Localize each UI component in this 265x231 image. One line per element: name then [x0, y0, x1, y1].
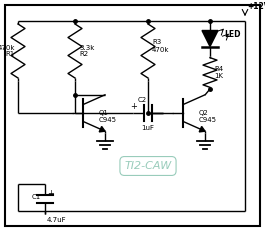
Text: C1: C1 — [32, 194, 41, 200]
Text: 1uF: 1uF — [142, 125, 154, 131]
Text: R3
470k: R3 470k — [152, 40, 170, 52]
Polygon shape — [99, 126, 105, 132]
Text: +12V: +12V — [247, 2, 265, 11]
Text: Q2
C945: Q2 C945 — [199, 110, 217, 124]
Text: R4
1K: R4 1K — [214, 66, 223, 79]
Text: +: + — [131, 102, 138, 111]
Text: LED: LED — [224, 30, 241, 39]
Text: 4.7uF: 4.7uF — [47, 217, 67, 223]
Polygon shape — [199, 126, 205, 132]
Text: 470k
R1: 470k R1 — [0, 45, 15, 58]
Text: 3.3k
R2: 3.3k R2 — [79, 45, 94, 58]
Text: +: + — [47, 189, 54, 198]
Text: C2: C2 — [138, 97, 147, 103]
Text: Q1
C945: Q1 C945 — [99, 110, 117, 124]
Text: TI2-CAW: TI2-CAW — [124, 161, 172, 171]
Polygon shape — [202, 30, 218, 46]
